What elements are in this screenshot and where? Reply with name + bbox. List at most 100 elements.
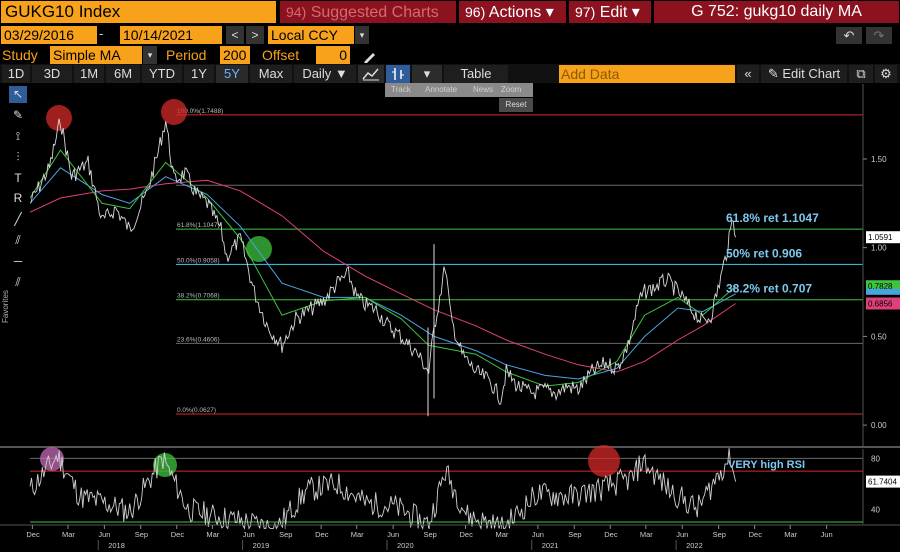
offset-label: Offset: [262, 47, 300, 63]
news-button[interactable]: News: [473, 85, 494, 94]
last-value-tag: [866, 297, 900, 310]
actions-label: Actions: [488, 4, 542, 21]
edit-number: 97): [575, 4, 596, 20]
frequency-select[interactable]: Daily ▼: [294, 65, 356, 83]
chart-icon[interactable]: ⧉: [849, 65, 873, 83]
price-plot-area: [30, 84, 863, 442]
range-ytd[interactable]: YTD: [142, 65, 182, 83]
suggested-charts-menu[interactable]: 94) Suggested Charts: [280, 1, 456, 23]
channel-icon[interactable]: ⫽: [15, 233, 21, 247]
fib-label: 0.0%(0.0627): [177, 407, 216, 414]
pencil-icon: ✎: [767, 66, 779, 81]
line-chart-icon[interactable]: [358, 65, 384, 83]
next-period-button[interactable]: >: [246, 26, 264, 44]
study-dropdown-icon[interactable]: ▾: [143, 46, 157, 64]
add-data-input[interactable]: Add Data: [559, 65, 735, 83]
x-tick-label: Jun: [532, 530, 544, 539]
actions-menu[interactable]: 96) Actions ▾: [459, 1, 566, 23]
retracement-icon[interactable]: ⫶: [16, 150, 20, 164]
price-tick-label: 0.50: [871, 332, 887, 341]
fib-label: 23.6%(0.4606): [177, 336, 220, 343]
x-tick-label: Mar: [351, 530, 364, 539]
edit-dropdown-icon: ▾: [631, 4, 640, 21]
annotate-button[interactable]: Annotate: [425, 85, 458, 94]
x-tick-label: Mar: [62, 530, 75, 539]
edit-label: Edit: [599, 4, 628, 21]
ticker-field[interactable]: GUKG10 Index: [1, 1, 276, 23]
period-input[interactable]: 200: [220, 46, 250, 64]
range-1d[interactable]: 1D: [2, 65, 30, 83]
fast-rewind-icon[interactable]: «: [737, 65, 759, 83]
rsi-tick-label: 80: [871, 454, 880, 463]
x-tick-label: Dec: [749, 530, 763, 539]
edit-chart-button[interactable]: ✎ Edit Chart: [761, 65, 847, 83]
reset-button[interactable]: Reset: [499, 98, 533, 112]
chart-type-dropdown-icon[interactable]: ▾: [412, 65, 442, 83]
currency-dropdown-icon[interactable]: ▾: [355, 26, 369, 44]
track-button[interactable]: Track: [391, 85, 411, 94]
table-button[interactable]: Table: [444, 65, 508, 83]
red-highlight-circle: [46, 105, 72, 131]
x-tick-label: Jun: [98, 530, 110, 539]
currency-select[interactable]: Local CCY: [268, 26, 354, 44]
fib-layer: 100.0%(1.7488) 61.8%(1.1047) 50.0%(0.9058)…: [176, 108, 863, 415]
drawing-sidebar: ↖ ✎ ⟟ ⫶ T R ╱ ⫽ ─ ⫽ Favorites: [0, 83, 30, 323]
rsi-last-value-tag: [866, 475, 900, 488]
period-label: Period: [166, 47, 207, 63]
end-date-field[interactable]: 10/14/2021: [120, 26, 222, 44]
x-tick-label: Sep: [713, 530, 726, 539]
study-select[interactable]: Simple MA: [50, 46, 142, 64]
chart-toolbar: 1D 3D 1M 6M YTD 1Y 5Y Max Daily ▼ ▾ Tabl…: [0, 64, 900, 83]
zoom-button[interactable]: Zoom: [501, 85, 522, 94]
parallel-lines-icon[interactable]: ⫽: [15, 275, 21, 289]
pointer-icon[interactable]: ↖: [9, 86, 27, 103]
prev-period-button[interactable]: <: [226, 26, 244, 44]
annotation-label: 50% ret 0.906: [726, 246, 802, 260]
x-tick-label: Dec: [171, 530, 185, 539]
offset-input[interactable]: 0: [316, 46, 350, 64]
range-1m[interactable]: 1M: [74, 65, 104, 83]
start-date-field[interactable]: 03/29/2016: [1, 26, 97, 44]
x-tick-label: Mar: [640, 530, 653, 539]
x-tick-label: Dec: [459, 530, 473, 539]
price-tick-label: 1.50: [871, 155, 887, 164]
fib-label: 61.8%(1.1047): [177, 222, 220, 229]
pencil-icon[interactable]: ✎: [12, 108, 24, 122]
year-label: 2021: [542, 541, 559, 550]
range-1y[interactable]: 1Y: [184, 65, 214, 83]
date-range-bar: 03/29/2016 - 10/14/2021 < > Local CCY ▾ …: [0, 24, 900, 45]
range-max[interactable]: Max: [250, 65, 292, 83]
study-label: Study: [2, 47, 38, 63]
gear-icon[interactable]: ⚙: [875, 65, 897, 83]
ma-line-1: [29, 149, 736, 387]
year-label: 2019: [253, 541, 270, 550]
red-highlight-circle: [161, 99, 187, 125]
pencil-icon[interactable]: [362, 48, 378, 64]
edit-chart-label: Edit Chart: [782, 66, 841, 81]
actions-dropdown-icon: ▾: [545, 4, 554, 21]
range-5y[interactable]: 5Y: [216, 65, 248, 83]
rsi-tick-label: 40: [871, 505, 880, 514]
price-tick-label: 1.00: [871, 244, 887, 253]
edit-menu[interactable]: 97) Edit ▾: [569, 1, 651, 23]
x-tick-label: Mar: [206, 530, 219, 539]
x-tick-label: Sep: [568, 530, 581, 539]
last-value-tag: [866, 288, 900, 295]
redo-icon[interactable]: ↷: [866, 27, 892, 44]
range-3d[interactable]: 3D: [32, 65, 72, 83]
fibonacci-icon[interactable]: ⟟: [15, 129, 21, 143]
hline-icon[interactable]: ─: [13, 254, 23, 268]
x-tick-label: Sep: [423, 530, 436, 539]
x-tick-label: Dec: [26, 530, 40, 539]
line-icon[interactable]: ╱: [14, 212, 22, 226]
ray-icon[interactable]: R: [13, 191, 23, 205]
range-6m[interactable]: 6M: [106, 65, 140, 83]
annotations-layer: 61.8% ret 1.1047 50% ret 0.906 38.2% ret 0…: [726, 211, 819, 296]
suggested-charts-label: Suggested Charts: [310, 4, 439, 21]
rsi-last-value-label: 61.7404: [868, 478, 897, 487]
favorites-label[interactable]: Favorites: [1, 290, 10, 323]
text-icon[interactable]: T: [14, 171, 22, 185]
undo-icon[interactable]: ↶: [836, 27, 862, 44]
bar-chart-icon[interactable]: [386, 65, 410, 83]
